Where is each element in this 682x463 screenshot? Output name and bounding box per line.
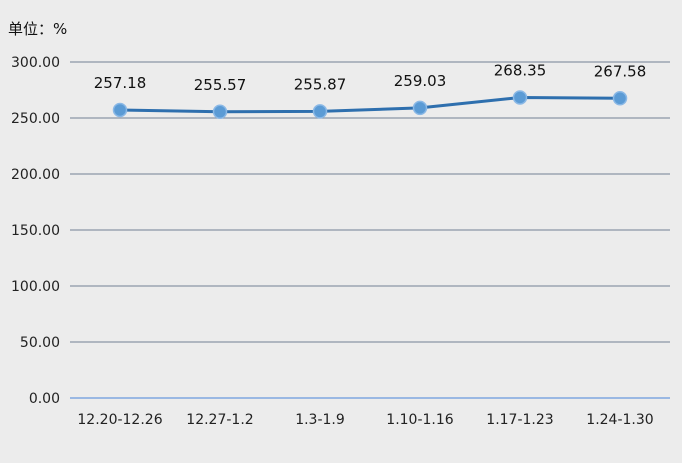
x-tick-label: 1.10-1.16 [386, 412, 453, 428]
data-point [212, 104, 228, 120]
data-label: 268.35 [494, 61, 547, 79]
data-label: 267.58 [594, 62, 647, 80]
y-tick-label: 50.00 [20, 335, 60, 351]
y-tick-label: 250.00 [11, 111, 60, 127]
data-label: 255.57 [194, 76, 247, 94]
y-tick-label: 150.00 [11, 223, 60, 239]
data-point [612, 91, 628, 106]
data-label: 255.87 [294, 75, 347, 93]
series-line [118, 95, 622, 114]
data-label: 257.18 [94, 74, 147, 92]
data-label: 259.03 [394, 72, 447, 90]
y-tick-label: 100.00 [11, 279, 60, 295]
data-point [312, 104, 328, 119]
data-point [412, 100, 428, 116]
x-tick-label: 12.27-1.2 [186, 412, 253, 428]
x-tick-label: 12.20-12.26 [77, 412, 162, 428]
x-tick-label: 1.3-1.9 [295, 412, 345, 428]
data-point [512, 90, 528, 105]
x-tick-label: 1.17-1.23 [486, 412, 553, 428]
unit-label: 单位：% [8, 20, 68, 38]
y-tick-label: 0.00 [29, 391, 60, 407]
data-point [112, 102, 128, 118]
y-tick-label: 200.00 [11, 167, 60, 183]
y-tick-label: 300.00 [11, 55, 60, 71]
x-tick-label: 1.24-1.30 [586, 412, 653, 428]
